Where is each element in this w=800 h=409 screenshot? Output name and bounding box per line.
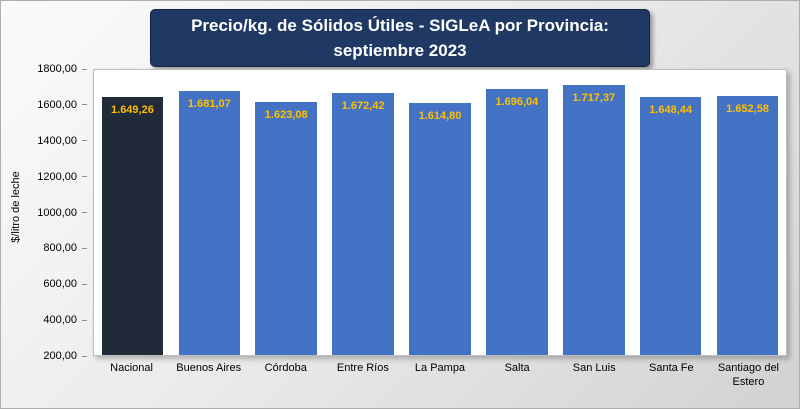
y-tick-mark <box>82 247 87 249</box>
bar-value-label: 1.614,80 <box>418 110 462 122</box>
bar-slot: 1.623,08 <box>248 70 325 355</box>
bar-slot: 1.649,26 <box>94 70 171 355</box>
bar-nacional: 1.649,26 <box>101 96 164 355</box>
y-tick-label: 800,00 <box>43 242 77 255</box>
bar-entre-r-os: 1.672,42 <box>332 92 394 355</box>
chart-title-line1: Precio/kg. de Sólidos Útiles - SIGLeA po… <box>191 16 609 35</box>
x-axis-label: La Pampa <box>414 362 466 374</box>
y-tick-mark <box>82 283 87 285</box>
chart-title: Precio/kg. de Sólidos Útiles - SIGLeA po… <box>150 9 650 67</box>
y-tick-label: 1400,00 <box>37 134 77 147</box>
bar-c-rdoba: 1.623,08 <box>255 101 317 355</box>
y-tick-label: 200,00 <box>43 350 77 362</box>
bar-slot: 1.652,58 <box>709 70 786 355</box>
plot-area: 1.649,26 1.681,07 1.623,08 1.672,42 1.614,80… <box>93 69 787 356</box>
bar-value-label: 1.648,44 <box>649 104 693 116</box>
x-axis-label: San Luis <box>572 362 616 374</box>
bar-value-label: 1.672,42 <box>341 99 385 112</box>
bar-san-luis: 1.717,37 <box>563 84 625 355</box>
y-tick-mark <box>82 355 87 357</box>
bar-la-pampa: 1.614,80 <box>409 103 471 355</box>
bar-value-label: 1.717,37 <box>572 91 616 104</box>
bar-slot: 1.696,04 <box>478 70 555 355</box>
y-tick-mark <box>82 104 87 106</box>
y-tick-label: 400,00 <box>43 314 77 327</box>
bar-santa-fe: 1.648,44 <box>639 97 702 355</box>
y-axis: 1800,00 1600,00 1400,00 1200,00 1000,00 800,0… <box>1 63 87 362</box>
x-axis-label: Santiago del Estero <box>717 362 780 388</box>
bar-value-label: 1.652,58 <box>726 103 769 116</box>
y-tick-label: 1200,00 <box>37 170 77 183</box>
bar-slot: 1.672,42 <box>325 70 402 355</box>
x-axis-label: Santa Fe <box>649 362 694 374</box>
bar-slot: 1.648,44 <box>632 70 709 355</box>
bar-buenos-aires: 1.681,07 <box>178 91 241 355</box>
y-tick-label: 1000,00 <box>37 206 77 219</box>
bar-salta: 1.696,04 <box>486 88 548 355</box>
x-axis-label: Salta <box>504 362 530 374</box>
chart-title-line2: septiembre 2023 <box>333 41 467 60</box>
y-tick-label: 1800,00 <box>37 63 77 75</box>
x-axis-label: Nacional <box>110 362 153 374</box>
bar-slot: 1.717,37 <box>555 70 632 355</box>
bar-value-label: 1.649,26 <box>111 103 154 116</box>
y-tick-label: 600,00 <box>43 278 77 291</box>
x-axis: Nacional Buenos Aires Córdoba Entre Ríos La … <box>93 362 787 390</box>
bar-slot: 1.614,80 <box>402 70 479 355</box>
x-axis-label: Buenos Aires <box>176 362 242 374</box>
y-tick-mark <box>82 319 87 321</box>
bar-value-label: 1.623,08 <box>264 108 308 121</box>
y-tick-mark <box>82 212 87 213</box>
bar-santiago-del-estero: 1.652,58 <box>716 96 779 355</box>
bar-value-label: 1.681,07 <box>187 98 231 111</box>
bar-slot: 1.681,07 <box>171 70 248 355</box>
x-axis-label: Córdoba <box>264 362 307 374</box>
x-axis-label: Entre Ríos <box>336 362 389 374</box>
y-tick-label: 1600,00 <box>37 98 77 111</box>
y-tick-mark <box>82 140 87 142</box>
bar-value-label: 1.696,04 <box>495 95 539 108</box>
y-tick-mark <box>82 176 87 178</box>
y-tick-mark <box>82 68 87 70</box>
